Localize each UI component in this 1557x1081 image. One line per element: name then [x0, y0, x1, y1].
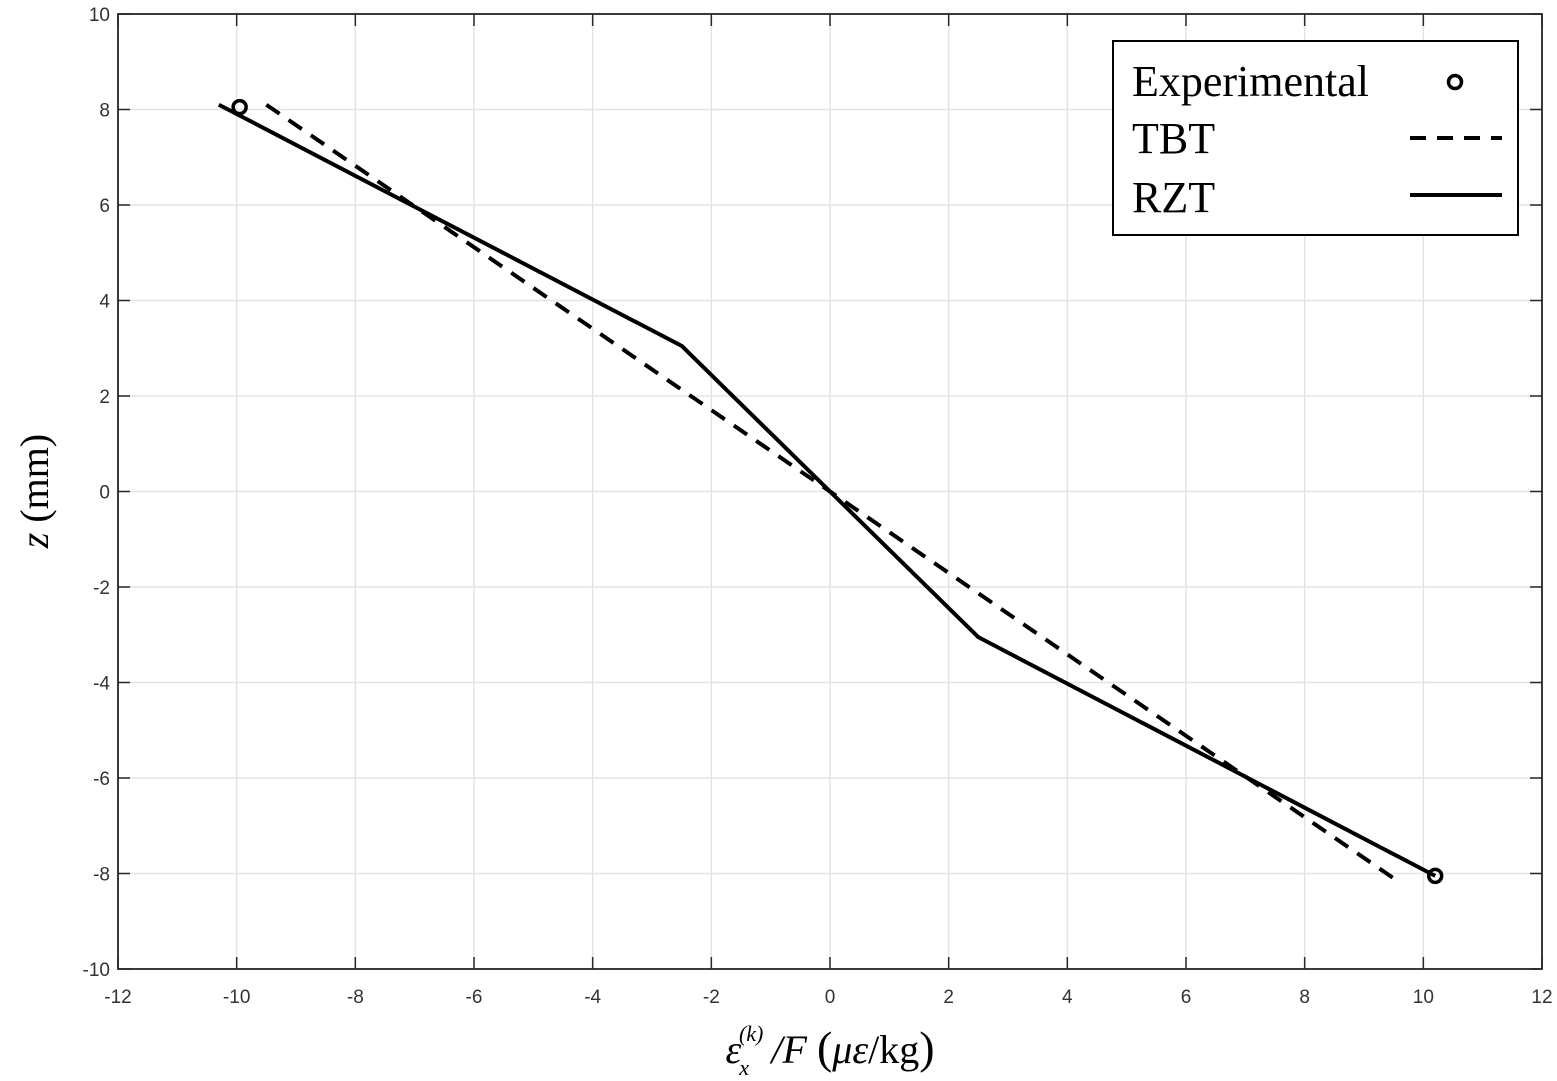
- y-tick-label: 4: [99, 292, 110, 313]
- y-tick-label: -4: [93, 674, 110, 695]
- x-tick-label: -4: [584, 987, 601, 1008]
- data-series: [217, 98, 1444, 885]
- x-tick-label: 10: [1413, 987, 1434, 1008]
- y-tick-label: -10: [83, 960, 110, 981]
- y-tick-label: 0: [99, 483, 110, 504]
- x-tick-label: 0: [825, 987, 836, 1008]
- x-tick-label: -2: [703, 987, 720, 1008]
- legend-marker-experimental: [1446, 73, 1464, 91]
- x-tick-label: 6: [1181, 987, 1192, 1008]
- legend-label-rzt: RZT: [1132, 173, 1215, 222]
- legend: Experimental TBT RZT: [1112, 40, 1519, 236]
- y-tick-label: -6: [93, 769, 110, 790]
- legend-label-experimental: Experimental: [1132, 57, 1369, 106]
- y-tick-label: -2: [93, 578, 110, 599]
- x-tick-label: -6: [466, 987, 483, 1008]
- y-tick-label: -8: [93, 865, 110, 886]
- x-tick-label: 4: [1062, 987, 1073, 1008]
- x-tick-label: 2: [943, 987, 954, 1008]
- y-tick-label: 6: [99, 196, 110, 217]
- series-line-rzt: [217, 102, 1437, 878]
- legend-label-tbt: TBT: [1132, 114, 1215, 163]
- data-point-experimental: [1426, 867, 1444, 885]
- y-tick-label: 2: [99, 387, 110, 408]
- y-tick-label: 8: [99, 101, 110, 122]
- y-axis-label: z (mm): [12, 434, 57, 549]
- x-tick-label: -10: [223, 987, 250, 1008]
- y-axis-ticks: 10 8 6 4 2 0 -2 -4 -6 -8 -10: [83, 5, 1542, 981]
- x-tick-label: 8: [1299, 987, 1310, 1008]
- x-axis-label: εx(k)/F (με/kg): [725, 1021, 934, 1080]
- x-tick-label: -12: [104, 987, 131, 1008]
- x-tick-label: -8: [347, 987, 364, 1008]
- x-axis-ticks: -12 -10 -8 -6 -4 -2 0 2 4 6 8 10 12: [104, 14, 1553, 1008]
- x-tick-label: 12: [1531, 987, 1552, 1008]
- y-tick-label: 10: [89, 5, 110, 26]
